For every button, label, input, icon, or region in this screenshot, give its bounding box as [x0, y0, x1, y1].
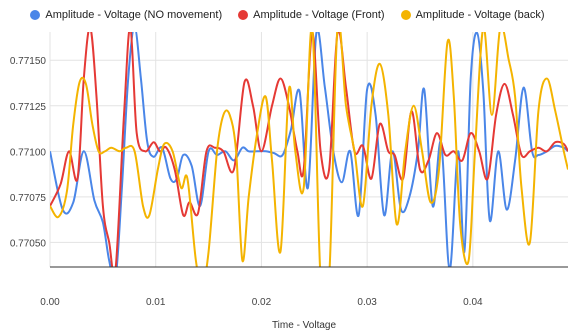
- y-tick-label: 0.77150: [10, 56, 47, 67]
- legend-swatch: [30, 10, 41, 20]
- x-tick-label: 0.02: [252, 297, 272, 308]
- x-axis-title: Time - Voltage: [272, 320, 337, 331]
- legend-item[interactable]: Amplitude - Voltage (Front): [238, 6, 385, 24]
- legend-label: Amplitude - Voltage (back): [415, 9, 545, 21]
- y-tick-label: 0.77125: [10, 102, 47, 113]
- x-tick-label: 0.00: [40, 297, 60, 308]
- y-tick-label: 0.77075: [10, 193, 47, 204]
- axes: 0.77050 0.77075 0.77100 0.77125 0.77150 0.00 0…: [10, 56, 568, 331]
- legend-swatch: [400, 10, 411, 20]
- y-tick-label: 0.77050: [10, 238, 47, 249]
- series-layer: [50, 32, 568, 267]
- series-line: [50, 32, 568, 267]
- legend-item[interactable]: Amplitude - Voltage (NO movement): [30, 6, 222, 24]
- x-tick-label: 0.04: [463, 297, 483, 308]
- x-tick-label: 0.03: [357, 297, 377, 308]
- series-line: [50, 32, 568, 267]
- legend-label: Amplitude - Voltage (NO movement): [45, 9, 223, 21]
- y-tick-label: 0.77100: [10, 147, 47, 158]
- gridlines: [49, 32, 568, 267]
- legend-item[interactable]: Amplitude - Voltage (back): [400, 6, 545, 24]
- legend-swatch: [238, 10, 249, 20]
- x-tick-label: 0.01: [146, 297, 166, 308]
- series-line: [50, 32, 568, 267]
- legend-label: Amplitude - Voltage (Front): [253, 9, 385, 21]
- legend: Amplitude - Voltage (NO movement) Amplitu…: [0, 6, 575, 24]
